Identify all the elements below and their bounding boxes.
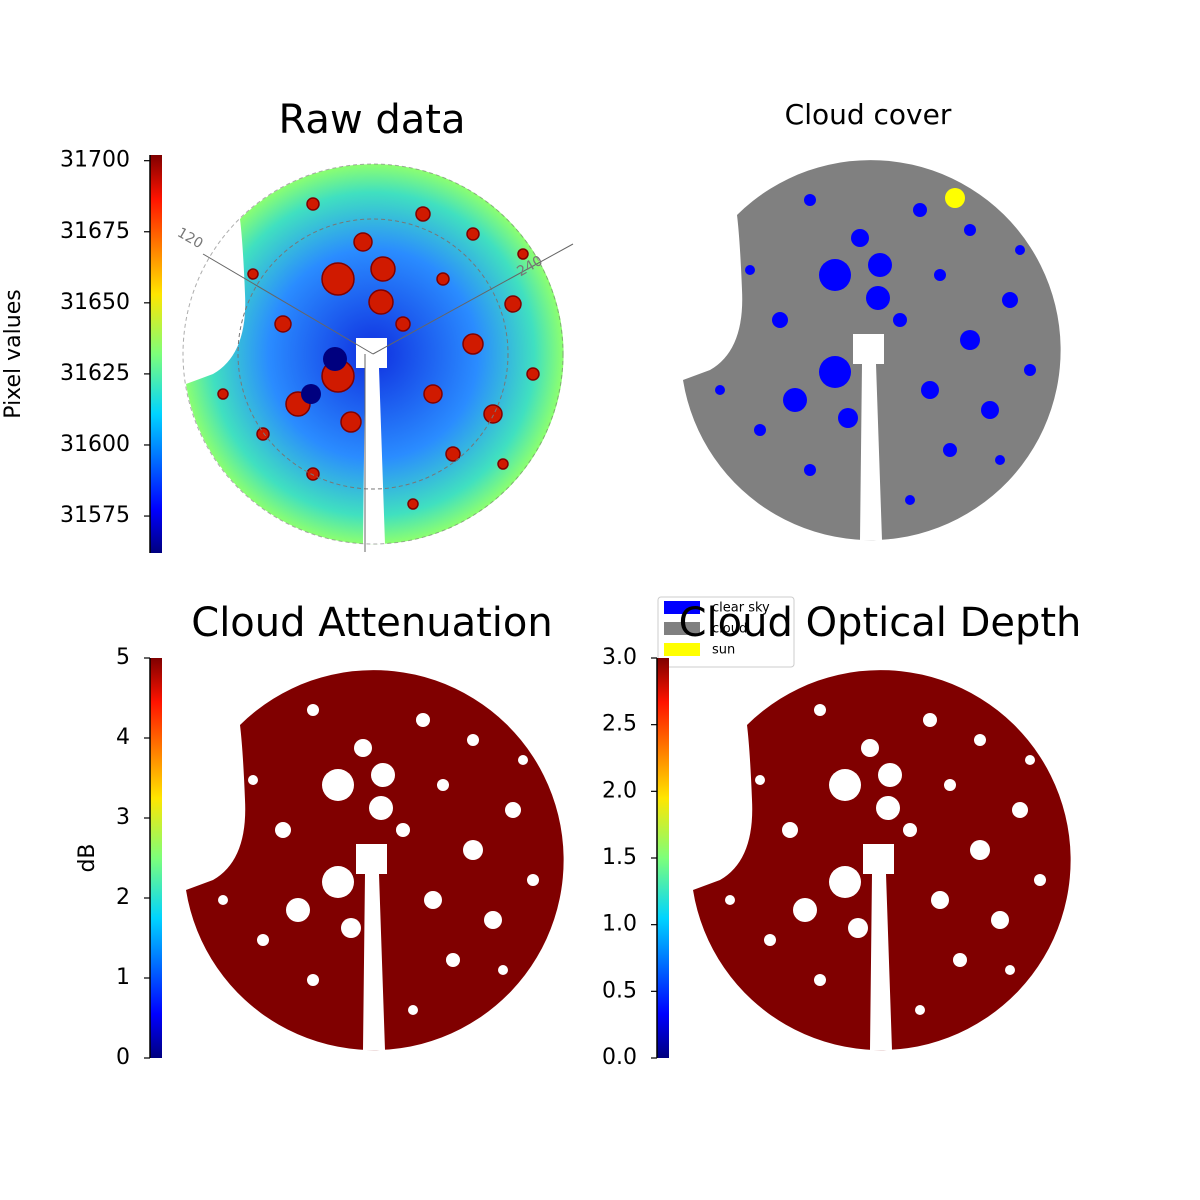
legend-patch (664, 643, 700, 656)
colorbar-tick-label: 1.0 (602, 912, 637, 937)
legend-label: sun (712, 643, 735, 658)
attenuation-image (186, 670, 564, 1051)
colorbar-tick-label: 2.5 (602, 712, 637, 737)
panel-title: Cloud Attenuation (191, 600, 552, 646)
colorbar (150, 155, 162, 553)
colorbar-tick-label: 31625 (60, 361, 130, 386)
colorbar-label: dB (75, 843, 100, 872)
colorbar-label: Pixel values (1, 289, 26, 418)
legend-patch (664, 622, 700, 635)
colorbar-tick-label: 0 (116, 1045, 130, 1070)
colorbar-tick-label: 31650 (60, 290, 130, 315)
colorbar-tick-label: 31575 (60, 503, 130, 528)
panel-title: Cloud Optical Depth (679, 600, 1082, 646)
colorbar-tick-label: 1.5 (602, 845, 637, 870)
cloud-cover-image (683, 160, 1061, 541)
legend-label: clear sky (712, 601, 770, 616)
colorbar-tick-label: 2.0 (602, 778, 637, 803)
panel-title: Cloud cover (785, 98, 952, 131)
polar-label: 120 (174, 225, 205, 252)
colorbar-tick-label: 0.5 (602, 978, 637, 1003)
colorbar (150, 658, 162, 1058)
legend-label: cloud (712, 622, 747, 637)
colorbar-tick-label: 31700 (60, 148, 130, 173)
panel-title: Raw data (279, 97, 466, 143)
raw-image (182, 163, 574, 552)
colorbar-tick-label: 4 (116, 725, 130, 750)
colorbar-tick-label: 3.0 (602, 645, 637, 670)
colorbar-tick-label: 5 (116, 645, 130, 670)
legend-patch (664, 601, 700, 614)
colorbar-tick-label: 3 (116, 805, 130, 830)
colorbar-tick-label: 31675 (60, 219, 130, 244)
optical-depth-image (693, 670, 1071, 1051)
colorbar-tick-label: 31600 (60, 432, 130, 457)
colorbar (657, 658, 669, 1058)
colorbar-tick-label: 2 (116, 885, 130, 910)
colorbar-tick-label: 1 (116, 965, 130, 990)
colorbar-tick-label: 0.0 (602, 1045, 637, 1070)
